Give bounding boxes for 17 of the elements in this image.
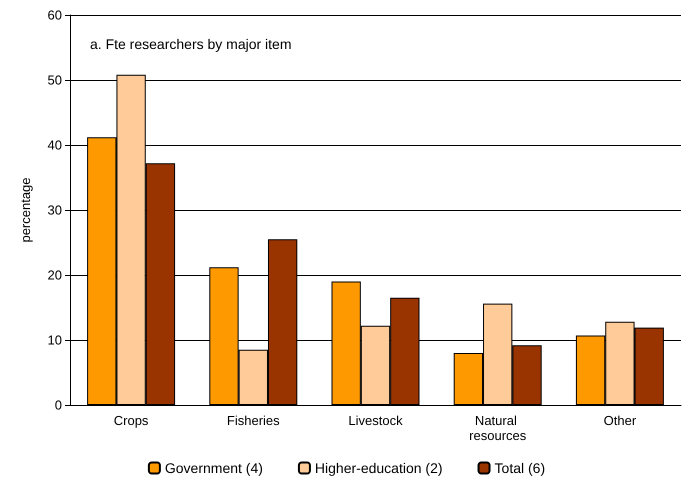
- x-tick-label: Livestock: [348, 413, 404, 428]
- x-tick-label: Natural resources: [469, 413, 527, 443]
- legend-label: Government (4): [164, 460, 263, 476]
- y-tick-label: 60: [48, 8, 62, 22]
- y-axis-title: percentage: [18, 177, 33, 243]
- legend-label: Total (6): [494, 460, 546, 476]
- y-tick-label: 10: [48, 332, 62, 348]
- y-tick-label: 0: [54, 398, 62, 412]
- y-tick-label: 20: [48, 268, 62, 282]
- y-tick-label: 40: [48, 138, 62, 152]
- legend-label: Higher-education (2): [314, 460, 443, 476]
- text: a. Fte researchers by major item: [90, 36, 292, 52]
- x-tick-label: Other: [604, 413, 637, 428]
- y-tick-label: 30: [48, 202, 62, 218]
- y-tick-label: 50: [48, 72, 62, 88]
- x-tick-label: Crops: [114, 413, 149, 428]
- x-tick-label: Fisheries: [226, 413, 280, 428]
